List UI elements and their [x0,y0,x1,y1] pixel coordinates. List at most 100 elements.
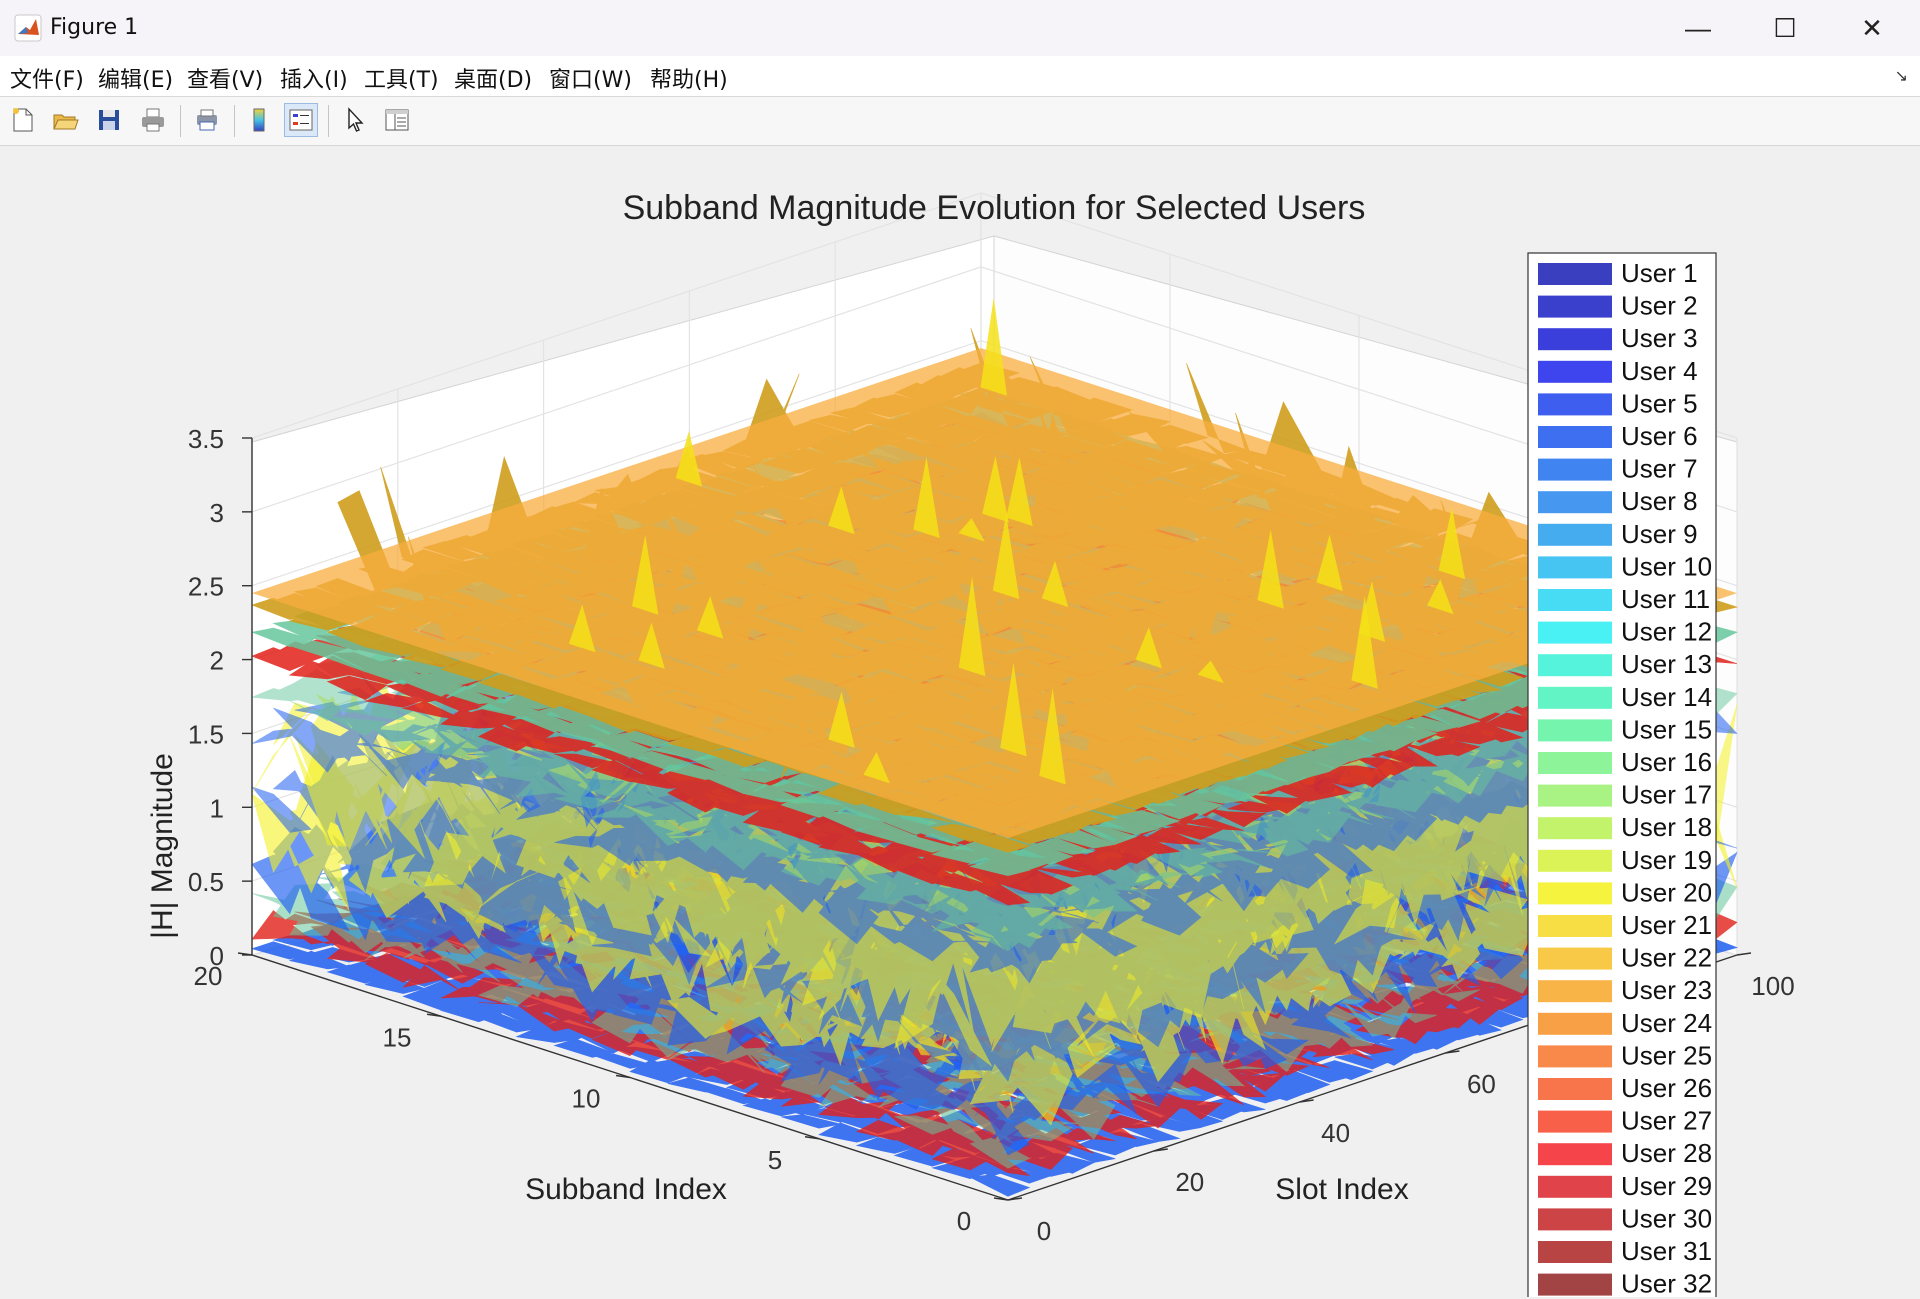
legend-entry: User 30 [1621,1203,1712,1233]
legend-swatch [1538,947,1612,970]
legend-entry: User 15 [1621,714,1712,744]
legend-entry: User 8 [1621,486,1698,516]
legend-swatch [1538,1175,1612,1198]
print-icon[interactable] [136,103,170,137]
legend-swatch [1538,1241,1612,1263]
close-icon: ✕ [1861,12,1883,43]
legend-icon[interactable] [284,103,318,137]
legend-swatch [1538,915,1612,937]
y-tick-label: 60 [1467,1069,1496,1099]
edit-plot-pointer-icon[interactable] [338,103,372,137]
z-tick-label: 0.5 [188,867,224,897]
colorbar-icon[interactable] [242,103,276,137]
menu-insert[interactable]: 插入(I) [280,68,348,93]
legend-swatch [1538,1045,1612,1068]
dock-arrow-icon[interactable]: ↘ [1894,68,1908,85]
z-tick-label: 0 [210,941,224,971]
save-icon[interactable] [92,103,126,137]
toolbar [0,97,1920,146]
legend-entry: User 31 [1621,1236,1712,1266]
legend-entry: User 17 [1621,780,1712,810]
legend-entry: User 4 [1621,356,1698,386]
top-surface [252,297,1737,839]
x-tick-label: 0 [957,1206,971,1236]
legend-entry: User 3 [1621,323,1698,353]
z-axis-label: |H| Magnitude [146,753,179,939]
legend-swatch [1538,980,1612,1003]
legend-swatch [1538,849,1612,872]
menu-file[interactable]: 文件(F) [10,68,84,93]
menu-bar: 文件(F) 编辑(E) 查看(V) 插入(I) 工具(T) 桌面(D) 窗口(W… [0,56,1920,97]
legend-entry: User 16 [1621,747,1712,777]
legend-entry: User 29 [1621,1171,1712,1201]
x-tick-label: 15 [383,1022,412,1052]
legend-entry: User 9 [1621,519,1698,549]
legend-swatch [1538,458,1612,481]
legend-entry: User 18 [1621,812,1712,842]
z-tick-label: 1 [210,793,224,823]
legend-entry: User 7 [1621,454,1698,484]
legend-swatch [1538,426,1612,448]
legend-swatch [1538,719,1612,742]
window-title: Figure 1 [50,15,139,40]
legend-swatch [1538,393,1612,416]
menu-window[interactable]: 窗口(W) [549,68,632,93]
property-inspector-icon[interactable] [380,103,414,137]
legend-swatch [1538,491,1612,514]
menu-tools[interactable]: 工具(T) [364,68,439,93]
title-bar: Figure 1 — ☐ ✕ [0,0,1920,57]
z-tick-label: 3.5 [188,424,224,454]
legend-entry: User 20 [1621,877,1712,907]
y-tick-label: 20 [1175,1167,1204,1197]
z-tick-label: 2 [210,646,224,676]
z-tick-label: 2.5 [188,572,224,602]
legend-swatch [1538,589,1612,611]
legend-entry: User 24 [1621,1008,1712,1038]
legend-entry: User 26 [1621,1073,1712,1103]
legend-swatch [1538,654,1612,677]
z-tick-label: 3 [210,498,224,528]
menu-help[interactable]: 帮助(H) [650,68,728,93]
legend-entry: User 11 [1621,584,1710,614]
legend-swatch [1538,328,1612,351]
legend-swatch [1538,882,1612,905]
matlab-logo-icon [14,14,42,42]
legend-entry: User 22 [1621,943,1712,973]
menu-view[interactable]: 查看(V) [187,68,264,93]
close-button[interactable]: ✕ [1829,0,1915,56]
legend-entry: User 6 [1621,421,1698,451]
x-axis-label: Subband Index [525,1173,727,1206]
legend-swatch [1538,784,1612,807]
y-axis-label: Slot Index [1275,1173,1408,1206]
chart-title: Subband Magnitude Evolution for Selected… [623,189,1366,227]
legend-entry: User 13 [1621,649,1712,679]
legend-swatch [1538,621,1612,644]
legend-swatch [1538,523,1612,546]
legend-entry: User 14 [1621,682,1712,712]
legend-entry: User 21 [1621,910,1712,940]
menu-edit[interactable]: 编辑(E) [98,68,174,93]
legend-swatch [1538,752,1612,774]
legend-entry: User 25 [1621,1040,1712,1070]
legend-entry: User 32 [1621,1269,1712,1297]
y-tick-label: 100 [1751,971,1794,1001]
legend-swatch [1538,1273,1612,1296]
open-file-icon[interactable] [48,103,82,137]
x-tick-label: 5 [768,1145,782,1175]
legend-entry: User 27 [1621,1106,1712,1136]
minimize-button[interactable]: — [1655,0,1741,56]
legend-swatch [1538,686,1612,709]
menu-desktop[interactable]: 桌面(D) [454,68,533,93]
legend-swatch [1538,1143,1612,1166]
legend-swatch [1538,295,1612,318]
figure-canvas: 0 0.5 1 1.5 2 2.5 3 3.5 0 5 10 15 20 0 20 40 60 100 Subba… [2,146,1918,1297]
legend-entry: User 19 [1621,845,1712,875]
legend-entry: User 28 [1621,1138,1712,1168]
maximize-button[interactable]: ☐ [1742,0,1828,56]
new-figure-icon[interactable] [6,103,40,137]
print-preview-icon[interactable] [190,103,224,137]
minimize-icon: — [1685,12,1711,43]
